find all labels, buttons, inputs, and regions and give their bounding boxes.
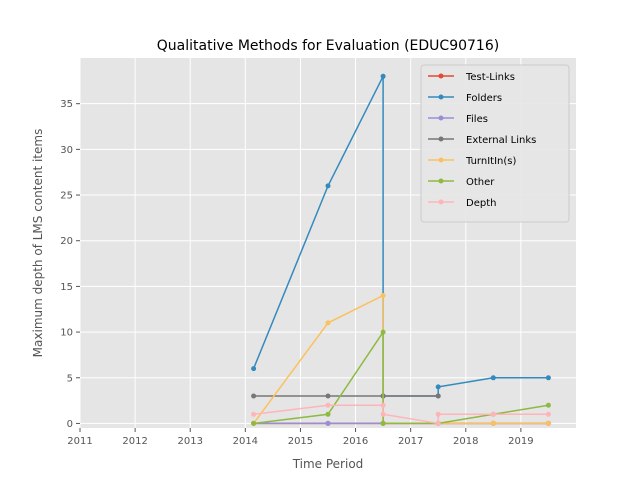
data-point-folders xyxy=(325,183,331,189)
data-point-depth xyxy=(325,402,331,408)
x-tick-label: 2017 xyxy=(398,436,423,447)
x-axis-title: Time Period xyxy=(292,457,364,471)
data-point-depth xyxy=(435,420,441,426)
y-tick-label: 35 xyxy=(60,99,73,110)
data-point-turnitin-s xyxy=(545,420,551,426)
x-axis-ticks: 2011 2012 2013 2014 2015 2016 2017 2018 2019 xyxy=(67,428,534,447)
legend: Test-Links Folders Files External Links Turn… xyxy=(420,64,570,223)
legend-item-external-links: External Links xyxy=(428,135,536,146)
y-axis-ticks: 0 5 10 15 20 25 30 35 xyxy=(60,99,80,430)
legend-label: Depth xyxy=(466,198,496,209)
legend-marker xyxy=(438,115,444,121)
data-point-external-links xyxy=(325,393,331,399)
data-point-other xyxy=(325,411,331,417)
y-tick-label: 5 xyxy=(67,373,73,384)
x-tick-label: 2013 xyxy=(177,436,202,447)
data-point-depth xyxy=(380,402,386,408)
y-tick-label: 25 xyxy=(60,191,73,202)
data-point-other xyxy=(380,329,386,335)
data-point-folders xyxy=(490,375,496,381)
data-point-turnitin-s xyxy=(490,420,496,426)
data-point-folders xyxy=(435,384,441,390)
series-depth xyxy=(251,402,551,426)
series-line-depth xyxy=(253,404,549,425)
data-point-folders xyxy=(251,366,257,372)
legend-item-folders: Folders xyxy=(428,93,502,104)
data-point-depth xyxy=(545,411,551,417)
data-point-folders xyxy=(545,375,551,381)
legend-label: TurnItIn(s) xyxy=(465,156,516,167)
data-point-depth xyxy=(435,411,441,417)
data-point-files xyxy=(325,420,331,426)
y-tick-label: 30 xyxy=(60,145,73,156)
series-lines xyxy=(251,73,551,426)
legend-label: External Links xyxy=(466,135,536,146)
x-tick-label: 2014 xyxy=(233,436,258,447)
data-point-depth xyxy=(490,411,496,417)
legend-marker xyxy=(438,199,444,205)
legend-box xyxy=(420,64,570,223)
data-point-other xyxy=(380,420,386,426)
legend-item-turnitin-s: TurnItIn(s) xyxy=(428,156,516,167)
data-point-turnitin-s xyxy=(325,320,331,326)
data-point-external-links xyxy=(435,393,441,399)
y-axis-title: Maximum depth of LMS content items xyxy=(31,129,45,358)
legend-item-depth: Depth xyxy=(428,198,496,209)
x-tick-label: 2012 xyxy=(122,436,147,447)
data-point-folders xyxy=(380,73,386,79)
x-tick-label: 2011 xyxy=(67,436,92,447)
data-point-external-links xyxy=(251,393,257,399)
x-tick-label: 2019 xyxy=(508,436,533,447)
legend-item-test-links: Test-Links xyxy=(428,72,515,83)
legend-marker xyxy=(438,178,444,184)
legend-marker xyxy=(438,73,444,79)
chart-title: Qualitative Methods for Evaluation (EDUC… xyxy=(157,38,499,54)
legend-label: Folders xyxy=(466,93,502,104)
data-point-other xyxy=(545,402,551,408)
legend-label: Other xyxy=(466,177,495,188)
x-tick-label: 2015 xyxy=(288,436,313,447)
legend-item-other: Other xyxy=(428,177,495,188)
y-tick-label: 0 xyxy=(67,419,73,430)
legend-label: Files xyxy=(466,114,488,125)
y-tick-label: 10 xyxy=(60,328,73,339)
x-tick-label: 2016 xyxy=(343,436,368,447)
data-point-turnitin-s xyxy=(380,293,386,298)
x-tick-label: 2018 xyxy=(453,436,478,447)
legend-marker xyxy=(438,157,444,163)
legend-item-files: Files xyxy=(428,114,488,125)
legend-marker xyxy=(438,136,444,142)
data-point-depth xyxy=(251,411,257,417)
data-point-depth xyxy=(380,411,386,417)
data-point-other xyxy=(251,420,257,426)
legend-label: Test-Links xyxy=(465,72,515,83)
y-tick-label: 15 xyxy=(60,282,73,293)
y-tick-label: 20 xyxy=(60,236,73,247)
legend-marker xyxy=(438,94,444,100)
